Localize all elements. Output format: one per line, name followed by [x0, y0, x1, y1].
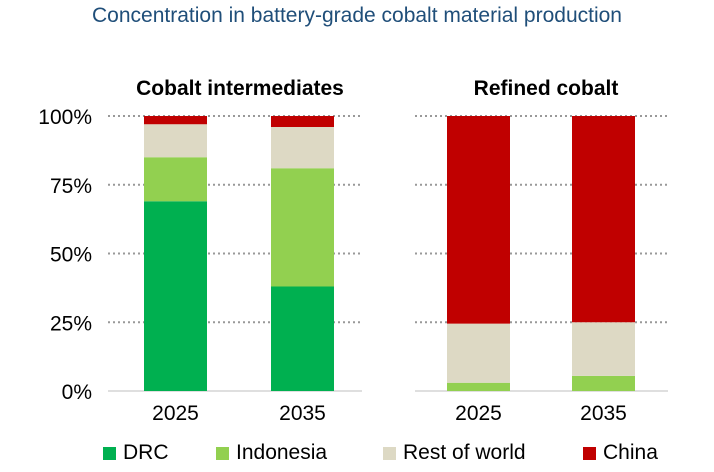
bar-segment-indonesia: [572, 375, 635, 391]
legend-swatch: [583, 446, 596, 460]
bar-segment-china: [144, 116, 207, 125]
panel-title: Cobalt intermediates: [136, 77, 344, 100]
x-tick-label: 2035: [580, 402, 627, 425]
legend-item: Rest of world: [383, 441, 526, 465]
legend: DRC Indonesia Rest of world China: [0, 441, 714, 469]
bar-segment-rest-of-world: [271, 127, 334, 169]
chart-title: Concentration in battery-grade cobalt ma…: [92, 4, 622, 27]
legend-swatch: [383, 446, 396, 460]
legend-swatch: [103, 446, 116, 460]
y-tick-label: 50%: [50, 244, 92, 267]
legend-label: Indonesia: [236, 441, 328, 464]
x-tick-label: 2025: [455, 402, 502, 425]
bar-segment-indonesia: [447, 382, 510, 391]
bar-segment-rest-of-world: [144, 124, 207, 158]
bar-segment-china: [447, 116, 510, 324]
x-tick-label: 2035: [279, 402, 326, 425]
y-tick-label: 25%: [50, 312, 92, 335]
legend-item: DRC: [103, 441, 169, 465]
bar-segment-indonesia: [144, 157, 207, 202]
y-tick-label: 0%: [62, 381, 92, 404]
legend-swatch: [216, 446, 229, 460]
y-tick-label: 100%: [38, 106, 92, 129]
legend-label: Rest of world: [403, 441, 526, 464]
panel-title: Refined cobalt: [474, 77, 619, 100]
legend-item: China: [583, 441, 658, 465]
y-tick-label: 75%: [50, 175, 92, 198]
x-tick-label: 2025: [152, 402, 199, 425]
legend-item: Indonesia: [216, 441, 327, 465]
legend-label: China: [603, 441, 658, 464]
bar-segment-rest-of-world: [447, 323, 510, 383]
bar-segment-rest-of-world: [572, 322, 635, 376]
legend-label: DRC: [123, 441, 169, 464]
bar-segment-drc: [271, 286, 334, 391]
bar-segment-drc: [144, 201, 207, 391]
bar-segment-indonesia: [271, 168, 334, 287]
bar-segment-china: [572, 116, 635, 323]
bar-segment-china: [271, 116, 334, 127]
